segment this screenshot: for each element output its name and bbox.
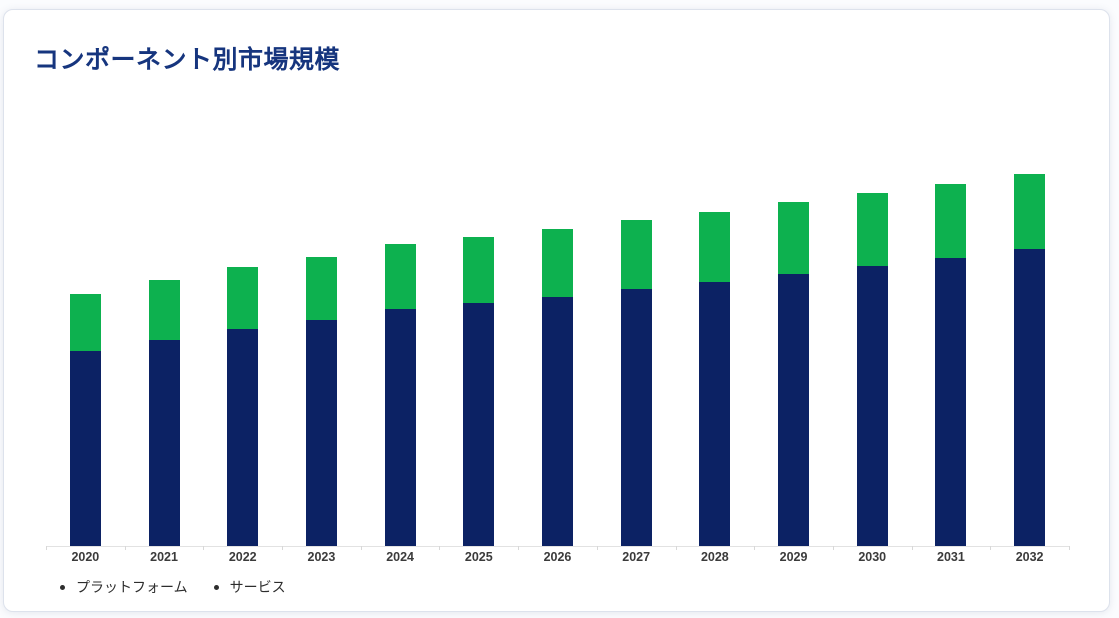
service-bar-segment[interactable] <box>69 293 101 352</box>
bar-group-2022 <box>203 267 282 546</box>
service-bar-segment[interactable] <box>305 257 337 321</box>
axis-tick <box>518 546 520 550</box>
stacked-bar-2030[interactable] <box>856 193 888 546</box>
stacked-bar-2027[interactable] <box>620 220 652 546</box>
bar-group-2027 <box>597 220 676 546</box>
platform-bar-segment[interactable] <box>856 266 888 546</box>
stacked-bar-2023[interactable] <box>305 257 337 546</box>
platform-bar-segment[interactable] <box>227 329 259 546</box>
axis-tick <box>675 546 677 550</box>
legend-item-platform[interactable]: プラットフォーム <box>60 577 188 597</box>
bar-group-2025 <box>439 237 518 546</box>
service-bar-segment[interactable] <box>1014 174 1046 250</box>
axis-tick <box>911 546 913 550</box>
stacked-bar-2028[interactable] <box>699 212 731 546</box>
legend-item-label: サービス <box>229 579 286 595</box>
bar-group-2029 <box>754 202 833 546</box>
service-bar-segment[interactable] <box>778 202 810 275</box>
bar-group-2028 <box>676 212 755 546</box>
platform-bar-segment[interactable] <box>148 339 180 546</box>
platform-bar-segment[interactable] <box>1014 249 1046 546</box>
legend-item-label: プラットフォーム <box>76 579 188 595</box>
bar-group-2020 <box>46 293 125 546</box>
axis-tick <box>46 546 47 550</box>
service-bar-segment[interactable] <box>620 220 652 289</box>
x-axis-label: 2030 <box>858 550 887 564</box>
bar-group-2031 <box>912 184 991 546</box>
x-axis-label: 2032 <box>1015 550 1044 564</box>
platform-bar-segment[interactable] <box>620 288 652 546</box>
legend-bullet-icon <box>213 584 219 590</box>
service-bar-segment[interactable] <box>935 184 967 259</box>
platform-bar-segment[interactable] <box>935 258 967 546</box>
service-bar-segment[interactable] <box>541 229 573 298</box>
stacked-bar-2020[interactable] <box>69 293 101 546</box>
platform-bar-segment[interactable] <box>384 309 416 546</box>
x-axis-label: 2021 <box>150 550 178 564</box>
service-bar-segment[interactable] <box>148 280 180 340</box>
legend-bullet-icon <box>60 584 65 590</box>
service-bar-segment[interactable] <box>699 212 731 283</box>
chart-card: コンポーネント別市場規模 2020 2021 2022 2023 2024 2025 202… <box>3 9 1110 612</box>
stacked-bar-2022[interactable] <box>227 267 259 546</box>
x-axis-label: 2027 <box>622 550 651 564</box>
x-axis-label: 2031 <box>937 550 965 564</box>
stacked-bar-2031[interactable] <box>935 184 967 546</box>
x-axis-label: 2026 <box>543 550 572 564</box>
chart-legend: プラットフォーム サービス <box>60 577 286 597</box>
platform-bar-segment[interactable] <box>541 297 573 546</box>
bar-chart-plot-area <box>46 106 1070 550</box>
bar-group-2032 <box>990 174 1069 546</box>
x-axis-labels: 2020 2021 2022 2023 2024 2025 2026 2027 2028 2029… <box>46 550 1069 564</box>
platform-bar-segment[interactable] <box>69 351 101 546</box>
platform-bar-segment[interactable] <box>778 274 810 546</box>
bar-group-2030 <box>833 193 912 546</box>
platform-bar-segment[interactable] <box>699 282 731 546</box>
stacked-bar-2026[interactable] <box>541 229 573 546</box>
bar-group-2021 <box>125 280 204 546</box>
service-bar-segment[interactable] <box>856 193 888 267</box>
axis-tick <box>439 546 441 550</box>
bar-group-2023 <box>282 257 361 546</box>
axis-tick <box>596 546 598 550</box>
stacked-bar-2032[interactable] <box>1014 174 1046 546</box>
x-axis-label: 2022 <box>228 550 257 564</box>
platform-bar-segment[interactable] <box>305 320 337 546</box>
x-axis-label: 2025 <box>464 550 493 564</box>
stacked-bar-2029[interactable] <box>778 202 810 546</box>
axis-tick <box>832 546 834 550</box>
x-axis-label: 2024 <box>386 550 414 564</box>
service-bar-segment[interactable] <box>463 237 495 304</box>
axis-tick <box>990 546 992 550</box>
axis-tick <box>1069 546 1070 550</box>
service-bar-segment[interactable] <box>227 267 259 330</box>
x-axis-label: 2023 <box>307 550 336 564</box>
stacked-bar-2024[interactable] <box>384 243 416 546</box>
axis-tick <box>124 546 126 550</box>
axis-tick <box>203 546 205 550</box>
x-axis-label: 2020 <box>71 550 100 564</box>
axis-tick <box>754 546 756 550</box>
x-axis-label: 2029 <box>779 550 808 564</box>
bar-group-2026 <box>518 229 597 546</box>
stacked-bar-2025[interactable] <box>463 237 495 546</box>
legend-item-service[interactable]: サービス <box>213 577 286 597</box>
platform-bar-segment[interactable] <box>463 303 495 546</box>
service-bar-segment[interactable] <box>384 243 416 309</box>
bar-group-2024 <box>361 243 440 546</box>
chart-title: コンポーネント別市場規模 <box>34 46 341 74</box>
axis-tick <box>360 546 362 550</box>
stacked-bar-2021[interactable] <box>148 280 180 546</box>
x-axis-label: 2028 <box>700 550 729 564</box>
axis-tick <box>282 546 284 550</box>
